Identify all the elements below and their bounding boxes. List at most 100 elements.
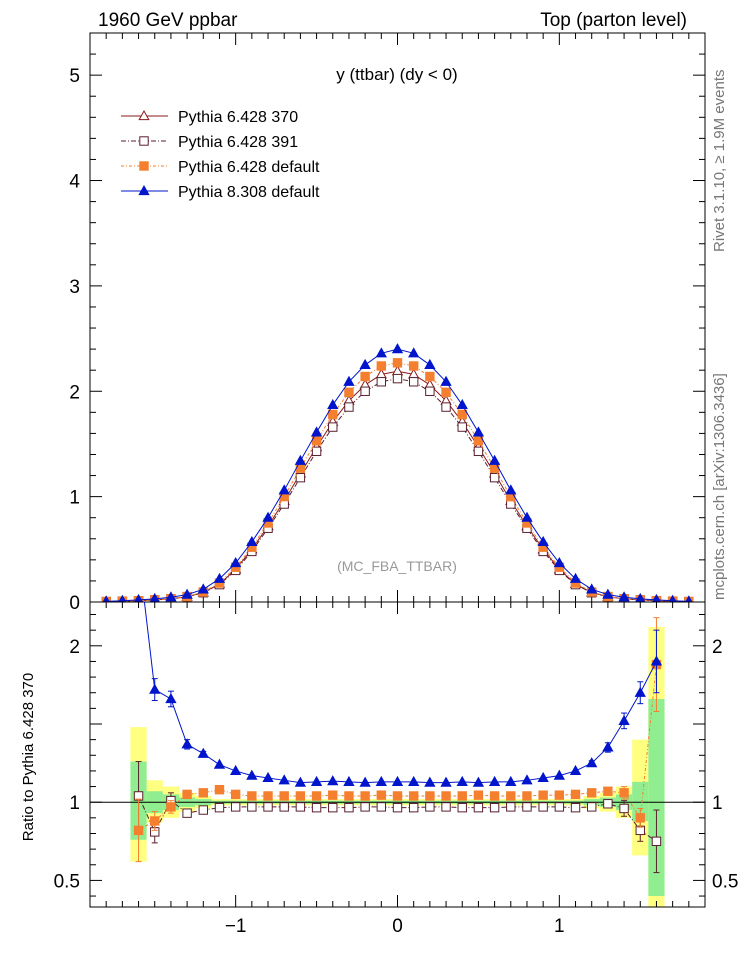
analysis-watermark: (MC_FBA_TTBAR) bbox=[337, 558, 457, 574]
ratio-point bbox=[635, 813, 645, 823]
ratio-y-tick-label-right: 0.5 bbox=[712, 871, 738, 892]
ratio-point bbox=[587, 788, 597, 798]
ratio-point bbox=[133, 825, 144, 836]
ratio-point bbox=[456, 775, 468, 786]
ratio-point bbox=[424, 776, 436, 787]
ratio-point bbox=[457, 791, 467, 801]
data-point bbox=[537, 535, 549, 547]
ratio-point bbox=[473, 790, 484, 800]
y-tick-label: 2 bbox=[69, 382, 80, 403]
legend-marker bbox=[139, 161, 149, 171]
series-pythia-8-308-default bbox=[102, 343, 693, 602]
data-point bbox=[505, 484, 517, 495]
data-point bbox=[668, 594, 677, 602]
data-point bbox=[360, 386, 370, 396]
observable-label: Top (parton level) bbox=[540, 10, 687, 31]
data-point bbox=[473, 446, 484, 457]
data-point bbox=[569, 572, 582, 583]
data-point bbox=[181, 588, 193, 599]
legend-label: Pythia 6.428 391 bbox=[178, 134, 298, 151]
ratio-point bbox=[295, 791, 306, 801]
ratio-line bbox=[138, 795, 657, 842]
plot-title: y (ttbar) (dy < 0) bbox=[336, 65, 457, 84]
data-point bbox=[424, 358, 436, 370]
ratio-point bbox=[327, 775, 339, 786]
data-point bbox=[376, 377, 387, 387]
y-tick-label: 5 bbox=[69, 66, 80, 87]
ratio-point bbox=[360, 802, 370, 812]
data-point bbox=[149, 592, 160, 602]
collision-energy-label: 1960 GeV ppbar bbox=[98, 10, 238, 31]
data-point bbox=[327, 398, 339, 410]
ratio-point bbox=[134, 547, 144, 556]
green-band bbox=[648, 698, 665, 897]
data-point bbox=[165, 591, 177, 602]
ratio-point bbox=[376, 802, 387, 812]
ratio-point bbox=[295, 802, 306, 812]
ratio-point bbox=[344, 791, 354, 801]
ratio-point bbox=[441, 791, 451, 801]
legend-label: Pythia 6.428 370 bbox=[178, 109, 298, 126]
data-point bbox=[685, 595, 693, 602]
ratio-point bbox=[230, 764, 242, 776]
ratio-point bbox=[553, 769, 565, 780]
ratio-point bbox=[651, 836, 662, 847]
ratio-point bbox=[166, 802, 176, 812]
ratio-point bbox=[619, 803, 629, 814]
ratio-point bbox=[197, 747, 209, 758]
ratio-point bbox=[262, 771, 274, 783]
data-point bbox=[118, 594, 127, 602]
ratio-point bbox=[602, 741, 614, 752]
data-point bbox=[310, 426, 323, 437]
ratio-point bbox=[505, 775, 517, 786]
ratio-point bbox=[570, 789, 581, 800]
ratio-point bbox=[359, 776, 371, 787]
ratio-point bbox=[441, 802, 451, 812]
ratio-point bbox=[554, 802, 565, 812]
ratio-y-tick-label-left: 0.5 bbox=[54, 871, 80, 892]
ratio-point bbox=[457, 802, 467, 813]
data-point bbox=[230, 556, 242, 568]
data-point bbox=[344, 387, 354, 398]
ratio-y-tick-label-right: 2 bbox=[712, 637, 723, 658]
ratio-series-pythia-6-428-391 bbox=[133, 761, 662, 874]
data-point bbox=[134, 593, 144, 602]
ratio-point bbox=[375, 775, 387, 786]
ratio-point bbox=[425, 791, 435, 801]
ratio-series-pythia-6-428-default bbox=[133, 617, 662, 863]
data-point bbox=[586, 583, 598, 594]
data-point bbox=[441, 402, 451, 412]
ratio-point bbox=[278, 774, 290, 785]
data-point bbox=[473, 436, 484, 446]
ratio-point bbox=[473, 802, 484, 813]
ratio-point bbox=[569, 764, 582, 776]
ratio-point bbox=[214, 802, 225, 813]
data-point bbox=[294, 454, 307, 465]
legend-marker bbox=[138, 184, 150, 196]
rivet-version-label: Rivet 3.1.10, ≥ 1.9M events bbox=[711, 70, 728, 253]
ratio-y-tick-label-right: 1 bbox=[712, 793, 723, 814]
main-distribution-panel: 0 1 2 3 4 5 y (ttbar) (dy < 0) (MC_FBA_TTBAR) Py… bbox=[69, 32, 706, 614]
y-tick-label: 4 bbox=[69, 172, 80, 193]
ratio-point bbox=[506, 802, 516, 812]
data-point bbox=[408, 347, 420, 358]
data-point bbox=[392, 373, 403, 384]
data-point bbox=[262, 511, 274, 522]
ratio-point bbox=[247, 791, 257, 801]
data-point bbox=[360, 371, 370, 382]
ratio-point bbox=[263, 791, 273, 801]
data-point bbox=[213, 572, 226, 583]
x-tick-label: −1 bbox=[225, 916, 247, 937]
legend-marker bbox=[139, 136, 149, 146]
legend-marker bbox=[138, 109, 150, 121]
data-point bbox=[392, 358, 403, 368]
data-point bbox=[408, 377, 419, 387]
x-tick-label: 1 bbox=[554, 916, 565, 937]
ratio-y-tick-label-left: 2 bbox=[69, 637, 80, 658]
y-tick-label: 3 bbox=[69, 277, 80, 298]
y-tick-label: 1 bbox=[69, 488, 80, 509]
ratio-point bbox=[230, 802, 241, 812]
ratio-point bbox=[440, 776, 452, 787]
data-point bbox=[359, 358, 371, 370]
ratio-point bbox=[181, 738, 193, 749]
